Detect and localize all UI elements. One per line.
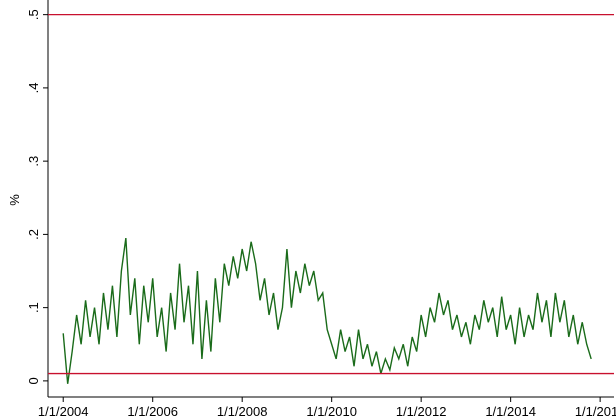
x-tick-label: 1/1/2008 [217,404,268,419]
y-tick-label: .3 [26,156,41,167]
line-series [62,237,592,384]
x-tick-label: 1/1/2014 [485,404,536,419]
y-tick-label: .4 [26,82,41,93]
y-tick-label: .1 [26,302,41,313]
y-tick-label: 0 [26,377,41,384]
y-tick-label: .5 [26,9,41,20]
x-tick-label: 1/1/2006 [127,404,178,419]
y-tick-label: .2 [26,229,41,240]
x-tick-label: 1/1/2012 [396,404,447,419]
x-tick-label: 1/1/2010 [306,404,357,419]
x-tick-label: 1/1/2016 [575,404,616,419]
y-axis-label: % [7,194,22,206]
x-tick-label: 1/1/2004 [38,404,89,419]
